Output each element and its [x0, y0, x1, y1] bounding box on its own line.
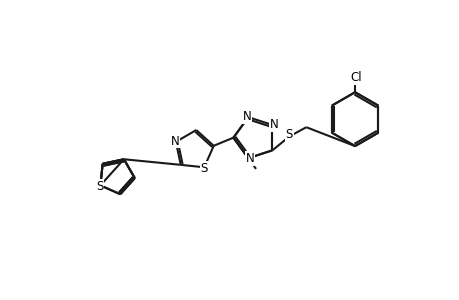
Text: Cl: Cl: [349, 71, 361, 84]
Text: N: N: [242, 110, 251, 123]
Text: S: S: [200, 162, 207, 175]
Text: N: N: [245, 152, 254, 165]
Text: N: N: [170, 134, 179, 148]
Text: N: N: [269, 118, 278, 131]
Text: S: S: [285, 128, 292, 141]
Text: S: S: [96, 180, 103, 193]
